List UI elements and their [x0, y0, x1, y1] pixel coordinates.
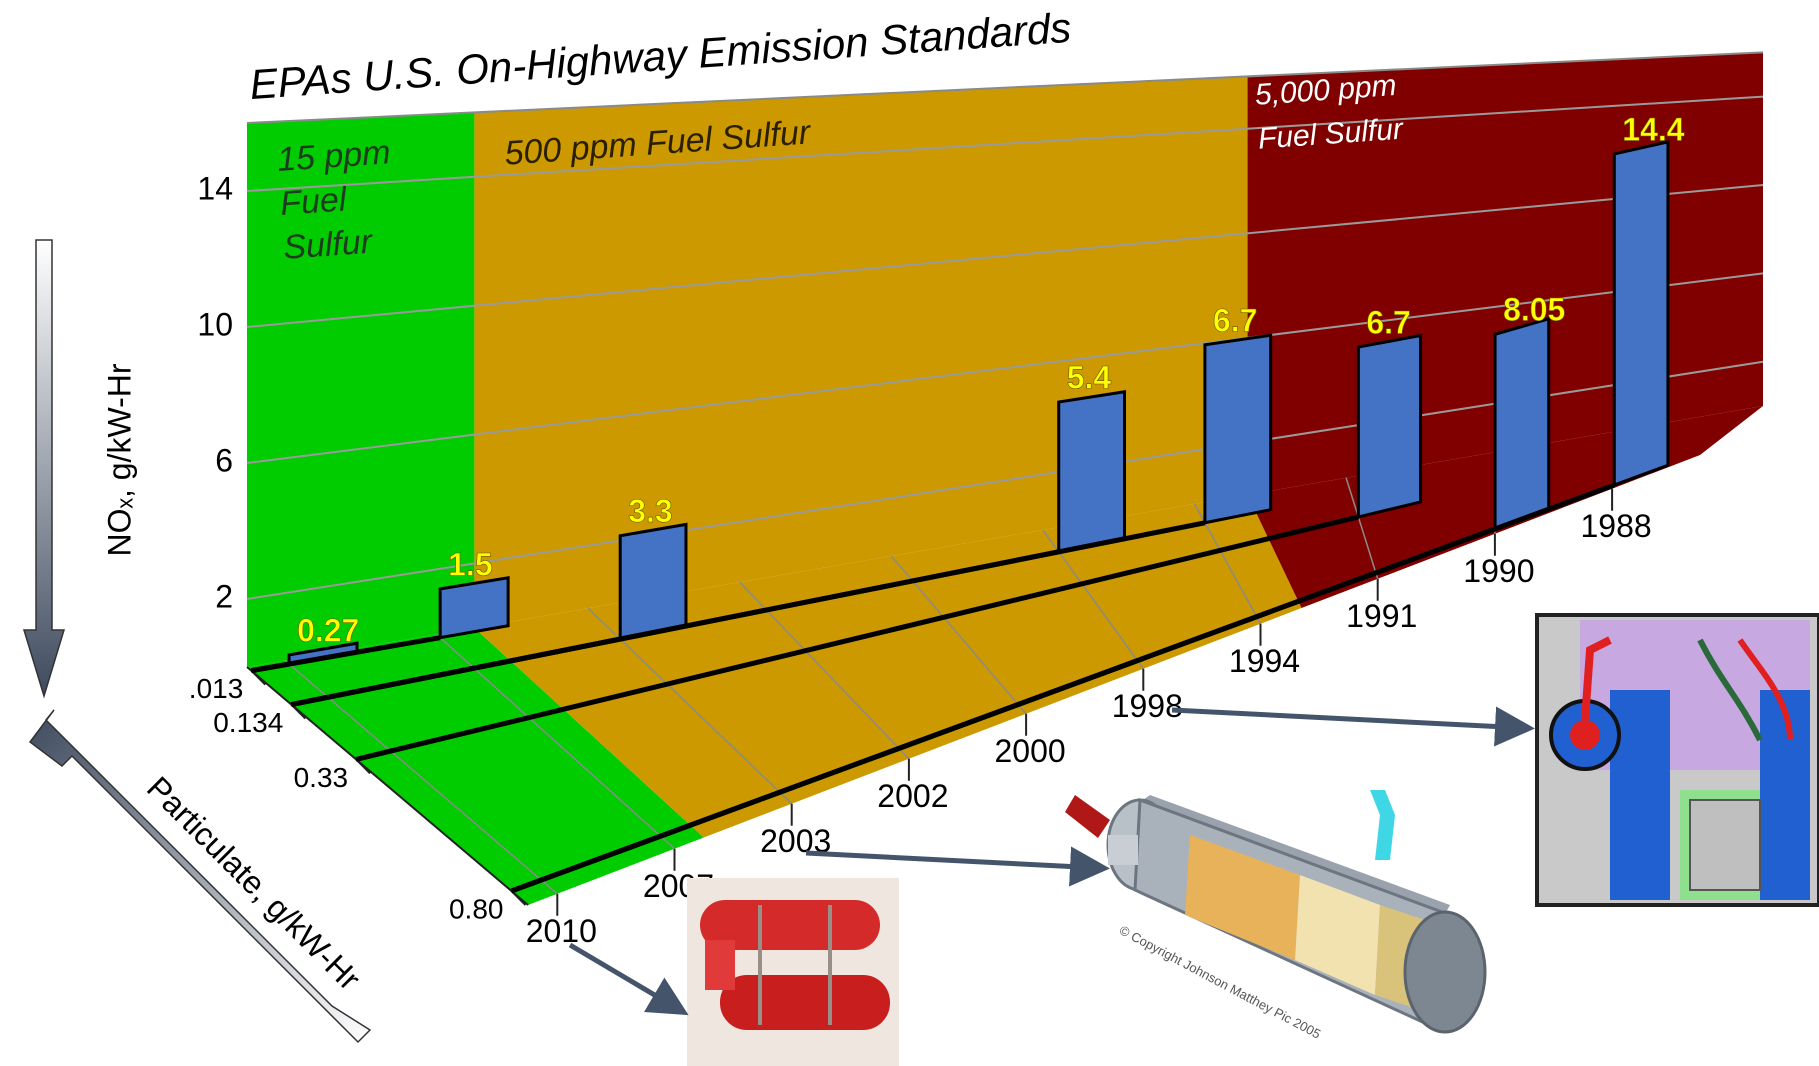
panel [1203, 333, 1273, 525]
z-tick [510, 890, 527, 906]
zone-label: 15 ppm [276, 133, 392, 179]
floor-line [1345, 477, 1379, 579]
z-tick [250, 669, 267, 686]
panel [1057, 390, 1127, 554]
z-tick [290, 703, 307, 720]
catalyst-picture: © Copyright Johnson Matthey Pic 2005 [1065, 790, 1487, 1042]
particulate-arrow [28, 709, 372, 1044]
scene: 261014.0130.1340.330.8020102007200320022… [189, 51, 1764, 949]
x-tick-label: 1990 [1463, 553, 1534, 589]
nox-arrow [22, 239, 66, 699]
z-tick-label: 0.134 [213, 707, 283, 738]
engine-picture [1535, 613, 1819, 907]
wall-zone [474, 76, 1248, 628]
z-tick-label: 0.80 [449, 893, 504, 924]
panel [618, 522, 688, 641]
depth-guide [290, 520, 1206, 707]
x-tick-label: 1988 [1581, 508, 1652, 544]
panel [1493, 316, 1551, 532]
annotation-arrow [1171, 706, 1535, 747]
x-tick-label: 1994 [1229, 643, 1300, 679]
y-tick-label: 6 [215, 442, 233, 478]
z-axis-title: Particulate, g/kW-Hr [140, 769, 368, 997]
floor-line [284, 659, 558, 895]
x-tick-label: 1991 [1346, 598, 1417, 634]
value-label: 0.27 [297, 612, 359, 648]
depth-guide [510, 482, 1616, 894]
value-label: 5.4 [1067, 359, 1112, 395]
panel [1356, 333, 1423, 519]
depth-guide [355, 514, 1359, 762]
y-axis-title: NOₓ, g/kW-Hr [101, 363, 137, 556]
z-tick [355, 758, 371, 775]
zone-label: Sulfur [282, 223, 375, 267]
y-tick-label: 10 [197, 306, 233, 342]
annotation-arrow [805, 846, 1110, 887]
annotation-arrow [568, 942, 689, 1016]
value-label: 6.7 [1213, 302, 1257, 338]
value-label: 6.7 [1366, 304, 1410, 340]
x-tick-label: 1998 [1112, 688, 1183, 724]
grid-line [246, 95, 1764, 192]
floor-zone [247, 627, 704, 905]
value-label: 3.3 [628, 493, 672, 529]
x-tick-label: 2002 [877, 778, 948, 814]
y-tick-label: 2 [215, 578, 233, 614]
x-tick-label: 2010 [526, 913, 597, 949]
panel [1612, 140, 1670, 488]
wall-zone [247, 112, 475, 667]
z-tick-label: 0.33 [294, 762, 349, 793]
grid-line [246, 184, 1764, 328]
x-tick-label: 2000 [995, 733, 1066, 769]
wall-edge [246, 51, 1764, 124]
grid-line [246, 272, 1764, 464]
z-tick-label: .013 [189, 673, 244, 704]
filter-photo [687, 878, 899, 1066]
depth-guide [250, 635, 441, 674]
y-tick-label: 14 [197, 170, 233, 206]
zone-label: Fuel [279, 180, 349, 223]
value-label: 1.5 [448, 546, 492, 582]
value-label: 14.4 [1622, 111, 1684, 147]
value-label: 8.05 [1503, 292, 1565, 328]
panel [438, 576, 510, 640]
